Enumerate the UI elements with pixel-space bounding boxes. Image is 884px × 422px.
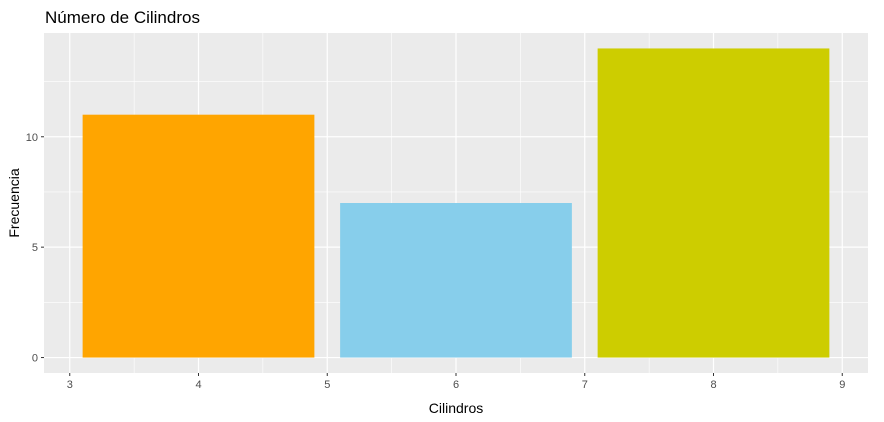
x-axis: 3 4 5 6 7 8 9: [67, 373, 845, 391]
y-axis-title: Frecuencia: [6, 168, 22, 237]
x-tick-label: 4: [195, 379, 201, 391]
x-tick-label: 3: [67, 379, 73, 391]
bar-6: [340, 203, 572, 358]
y-axis: 0 5 10: [26, 132, 44, 365]
y-tick-label: 5: [32, 242, 38, 254]
bars: [82, 48, 830, 358]
x-tick-label: 7: [582, 379, 588, 391]
x-axis-title: Cilindros: [429, 400, 483, 416]
bar-8: [597, 48, 830, 358]
x-tick-label: 6: [453, 379, 459, 391]
y-tick-label: 0: [32, 353, 38, 365]
chart-title: Número de Cilindros: [45, 8, 200, 27]
x-tick-label: 5: [324, 379, 330, 391]
x-tick-label: 9: [839, 379, 845, 391]
x-tick-label: 8: [710, 379, 716, 391]
bar-4: [82, 114, 315, 358]
y-tick-label: 10: [26, 132, 38, 144]
